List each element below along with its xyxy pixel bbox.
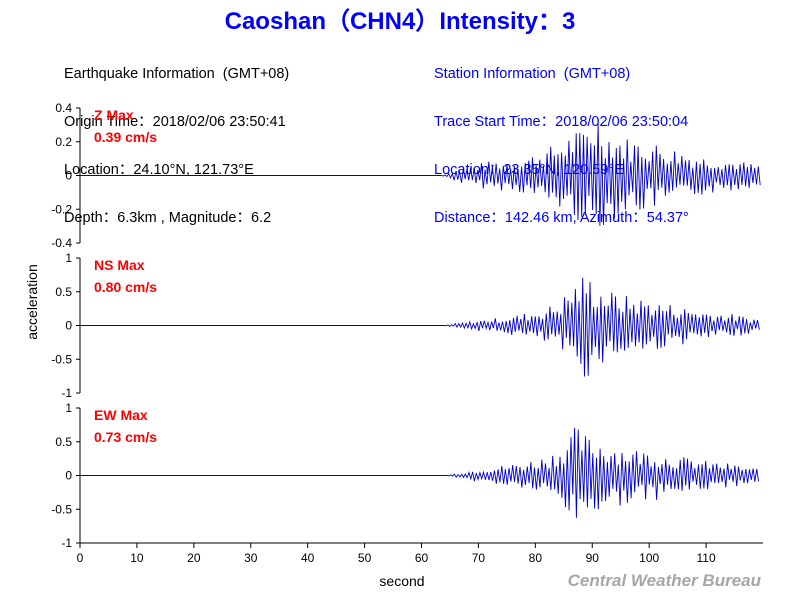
max-label: Z Max (94, 107, 134, 123)
waveform-ns (80, 277, 760, 377)
x-tick-label: 0 (77, 551, 84, 565)
max-value: 0.39 cm/s (94, 129, 157, 145)
max-label: EW Max (94, 407, 148, 423)
x-tick-label: 20 (187, 551, 201, 565)
waveform-ew (80, 427, 760, 518)
y-tick-label: 0.2 (55, 135, 72, 149)
y-tick-label: 0 (65, 169, 72, 183)
y-tick-label: 0 (65, 469, 72, 483)
y-axis-title: acceleration (24, 264, 40, 340)
y-tick-label: -0.5 (51, 352, 72, 366)
waveform-z (80, 123, 761, 226)
credit-label: Central Weather Bureau (567, 571, 761, 590)
y-tick-label: -0.2 (51, 202, 72, 216)
y-tick-label: 1 (65, 251, 72, 265)
x-tick-label: 110 (697, 551, 716, 565)
max-value: 0.73 cm/s (94, 429, 157, 445)
y-tick-label: 0 (65, 319, 72, 333)
x-tick-label: 40 (301, 551, 315, 565)
max-label: NS Max (94, 257, 145, 273)
y-tick-label: 1 (65, 401, 72, 415)
x-tick-label: 70 (472, 551, 486, 565)
earthquake-info-heading: Earthquake Information (GMT+08) (64, 66, 290, 82)
x-tick-label: 50 (358, 551, 372, 565)
x-axis-title: second (379, 573, 424, 589)
origin-time: Origin Time：2018/02/06 23:50:41 (64, 114, 286, 130)
station-info-block: Station Information (GMT+08) Trace Start… (434, 34, 689, 242)
x-tick-label: 10 (130, 551, 144, 565)
chart-title: Caoshan（CHN4）Intensity：3 (224, 8, 576, 35)
earthquake-info-block: Earthquake Information (GMT+08) Origin T… (64, 34, 289, 242)
epicenter-location: Location：24.10°N, 121.73°E (64, 162, 254, 178)
y-tick-label: 0.5 (55, 285, 72, 299)
depth-magnitude: Depth：6.3km , Magnitude：6.2 (64, 210, 272, 226)
x-tick-label: 90 (586, 551, 600, 565)
y-tick-label: -1 (61, 386, 72, 400)
x-tick-label: 60 (415, 551, 429, 565)
y-tick-label: 0.5 (55, 435, 72, 449)
y-tick-label: 0.4 (55, 101, 72, 115)
y-tick-label: -1 (61, 536, 72, 550)
x-tick-label: 100 (639, 551, 659, 565)
max-value: 0.80 cm/s (94, 279, 157, 295)
station-info-heading: Station Information (GMT+08) (434, 66, 631, 82)
x-tick-label: 30 (244, 551, 258, 565)
y-tick-label: -0.4 (51, 236, 72, 250)
y-tick-label: -0.5 (51, 502, 72, 516)
distance-azimuth: Distance：142.46 km, Azimuth：54.37° (434, 210, 689, 226)
x-tick-label: 80 (529, 551, 543, 565)
